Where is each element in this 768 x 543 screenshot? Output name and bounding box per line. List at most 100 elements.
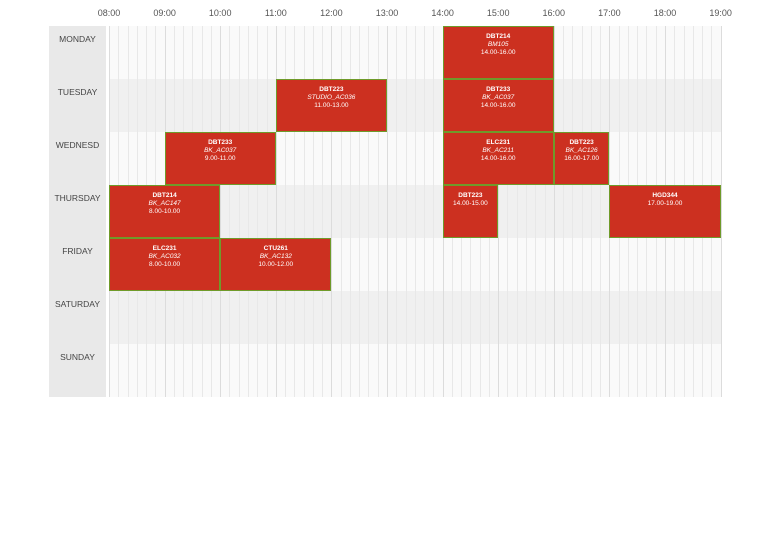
- grid-line: [405, 238, 407, 291]
- hour-label: 13:00: [375, 8, 399, 18]
- event-block[interactable]: ELC231 BK_AC032 8.00-10.00: [109, 238, 221, 291]
- grid-line: [405, 291, 407, 344]
- grid-line: [229, 185, 231, 238]
- grid-line: [433, 132, 435, 185]
- grid-line: [711, 79, 713, 132]
- grid-line: [396, 344, 398, 397]
- grid-line: [257, 79, 259, 132]
- event-block[interactable]: DBT223 14.00-15.00: [442, 185, 499, 238]
- grid-line: [442, 344, 444, 397]
- event-block[interactable]: CTU261 BK_AC132 10.00-12.00: [220, 238, 332, 291]
- event-time: 11.00-13.00: [314, 102, 349, 109]
- grid-line: [507, 185, 509, 238]
- grid-line: [627, 79, 629, 132]
- grid-line: [424, 26, 426, 79]
- event-code: DBT233: [486, 86, 511, 93]
- grid-line: [136, 344, 138, 397]
- event-block[interactable]: DBT223 BK_AC126 16.00-17.00: [553, 132, 610, 185]
- grid-line: [285, 344, 287, 397]
- day-grid[interactable]: [109, 26, 722, 79]
- event-block[interactable]: ELC231 BK_AC211 14.00-16.00: [442, 132, 554, 185]
- grid-line: [683, 79, 685, 132]
- day-grid[interactable]: [109, 291, 722, 344]
- grid-line: [266, 185, 268, 238]
- grid-line: [173, 344, 175, 397]
- grid-line: [396, 132, 398, 185]
- grid-line: [146, 26, 148, 79]
- event-code: DBT223: [458, 192, 483, 199]
- grid-line: [210, 26, 212, 79]
- grid-line: [627, 26, 629, 79]
- grid-line: [248, 26, 249, 79]
- grid-line: [433, 26, 435, 79]
- grid-line: [618, 79, 620, 132]
- grid-line: [553, 238, 555, 291]
- grid-line: [461, 344, 463, 397]
- event-time: 14.00-16.00: [480, 155, 516, 162]
- grid-line: [136, 26, 138, 79]
- grid-line: [349, 26, 351, 79]
- grid-line: [368, 185, 370, 238]
- event-code: DBT214: [486, 33, 511, 40]
- event-time: 14.00-15.00: [453, 200, 488, 207]
- grid-line: [109, 79, 110, 132]
- grid-line: [507, 291, 509, 344]
- grid-line: [683, 132, 685, 185]
- event-block[interactable]: DBT223 STUDIO_AC036 11.00-13.00: [275, 79, 387, 132]
- grid-line: [711, 291, 713, 344]
- grid-line: [609, 238, 611, 291]
- grid-line: [340, 132, 342, 185]
- event-block[interactable]: DBT233 BK_AC037 9.00-11.00: [164, 132, 276, 185]
- event-block[interactable]: DBT214 BM105 14.00-16.00: [442, 26, 554, 79]
- grid-line: [461, 238, 463, 291]
- grid-line: [405, 79, 407, 132]
- event-time: 16.00-17.00: [564, 155, 599, 162]
- grid-line: [136, 291, 138, 344]
- event-block[interactable]: DBT233 BK_AC037 14.00-16.00: [442, 79, 554, 132]
- grid-line: [285, 291, 287, 344]
- grid-line: [720, 79, 722, 132]
- grid-line: [637, 238, 639, 291]
- event-block[interactable]: DBT214 BK_AC147 8.00-10.00: [109, 185, 221, 238]
- grid-line: [442, 291, 444, 344]
- grid-line: [544, 344, 546, 397]
- grid-line: [590, 291, 592, 344]
- grid-line: [498, 344, 500, 397]
- grid-line: [340, 238, 342, 291]
- grid-line: [368, 238, 370, 291]
- grid-line: [201, 26, 203, 79]
- event-room: BK_AC147: [148, 200, 181, 207]
- grid-line: [655, 344, 657, 397]
- event-block[interactable]: HGD344 17.00-19.00: [609, 185, 721, 238]
- event-room: BK_AC037: [204, 147, 237, 154]
- grid-line: [155, 132, 157, 185]
- grid-line: [563, 238, 565, 291]
- grid-line: [109, 26, 110, 79]
- day-grid[interactable]: [109, 344, 722, 397]
- grid-line: [590, 344, 592, 397]
- day-label: TUESDAY: [49, 79, 106, 132]
- grid-line: [340, 291, 342, 344]
- grid-line: [322, 291, 324, 344]
- event-time: 9.00-11.00: [204, 155, 236, 162]
- event-room: BK_AC037: [482, 94, 515, 101]
- grid-line: [581, 26, 583, 79]
- event-time: 14.00-16.00: [480, 49, 516, 56]
- grid-line: [275, 185, 277, 238]
- day-grid[interactable]: [109, 79, 722, 132]
- grid-line: [600, 238, 602, 291]
- grid-line: [303, 185, 305, 238]
- grid-line: [544, 238, 546, 291]
- grid-line: [349, 291, 351, 344]
- grid-line: [674, 132, 676, 185]
- grid-line: [183, 344, 185, 397]
- grid-line: [331, 185, 333, 238]
- grid-line: [294, 344, 296, 397]
- grid-line: [248, 79, 249, 132]
- grid-line: [572, 79, 574, 132]
- grid-line: [146, 79, 148, 132]
- grid-line: [164, 344, 166, 397]
- grid-line: [414, 291, 416, 344]
- grid-line: [349, 132, 351, 185]
